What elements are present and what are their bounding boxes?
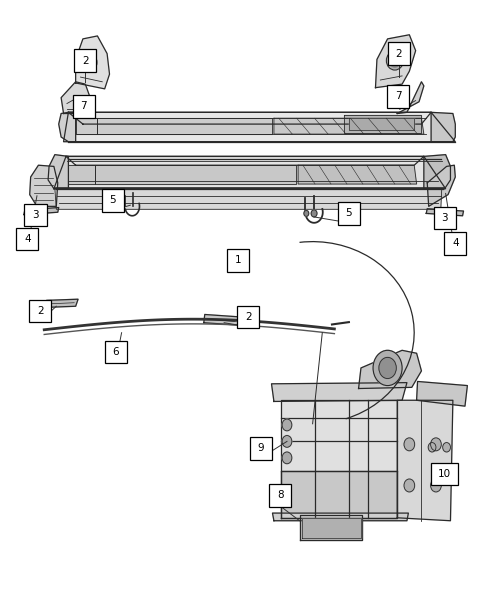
FancyBboxPatch shape <box>102 189 124 211</box>
Polygon shape <box>425 209 463 216</box>
Polygon shape <box>55 188 441 209</box>
Polygon shape <box>375 35 415 88</box>
Polygon shape <box>299 515 362 540</box>
Polygon shape <box>301 518 360 538</box>
Polygon shape <box>271 383 406 402</box>
Polygon shape <box>423 155 450 188</box>
Polygon shape <box>281 471 396 518</box>
Polygon shape <box>298 166 416 184</box>
FancyBboxPatch shape <box>16 227 38 250</box>
FancyBboxPatch shape <box>74 49 96 72</box>
FancyBboxPatch shape <box>24 204 46 226</box>
Ellipse shape <box>389 54 399 67</box>
Polygon shape <box>24 207 59 214</box>
Polygon shape <box>63 112 454 142</box>
Circle shape <box>282 435 291 447</box>
Circle shape <box>303 210 308 216</box>
Text: 7: 7 <box>80 101 87 111</box>
Polygon shape <box>66 157 423 166</box>
Circle shape <box>372 350 401 386</box>
FancyBboxPatch shape <box>433 207 455 229</box>
Polygon shape <box>97 118 271 134</box>
FancyBboxPatch shape <box>269 484 291 507</box>
Polygon shape <box>48 155 68 188</box>
Polygon shape <box>281 401 396 518</box>
Text: 2: 2 <box>394 48 401 58</box>
Circle shape <box>282 419 291 431</box>
Polygon shape <box>54 157 445 188</box>
Text: 5: 5 <box>345 209 351 219</box>
Text: 3: 3 <box>440 213 447 223</box>
Polygon shape <box>396 401 452 521</box>
Text: 2: 2 <box>82 55 89 65</box>
Circle shape <box>442 442 450 452</box>
FancyBboxPatch shape <box>443 232 466 254</box>
FancyBboxPatch shape <box>249 437 272 459</box>
Text: 2: 2 <box>37 306 44 316</box>
Circle shape <box>403 438 414 451</box>
Polygon shape <box>68 112 430 124</box>
Text: 2: 2 <box>244 312 251 322</box>
FancyBboxPatch shape <box>226 249 248 272</box>
Circle shape <box>378 358 395 379</box>
Polygon shape <box>76 118 97 134</box>
Polygon shape <box>61 82 90 114</box>
Text: 1: 1 <box>234 256 241 266</box>
Polygon shape <box>59 112 76 142</box>
Text: 4: 4 <box>24 234 30 244</box>
Polygon shape <box>30 166 58 206</box>
Polygon shape <box>426 166 454 206</box>
Text: 7: 7 <box>394 91 401 101</box>
Circle shape <box>282 452 291 464</box>
Polygon shape <box>44 299 78 307</box>
FancyBboxPatch shape <box>73 95 95 118</box>
FancyBboxPatch shape <box>430 462 457 485</box>
Polygon shape <box>272 513 408 521</box>
Circle shape <box>430 438 440 451</box>
FancyBboxPatch shape <box>337 202 359 224</box>
Polygon shape <box>273 118 423 134</box>
Ellipse shape <box>83 54 97 71</box>
Polygon shape <box>358 350 421 389</box>
Text: 9: 9 <box>257 444 264 454</box>
FancyBboxPatch shape <box>29 300 51 322</box>
Polygon shape <box>68 166 95 184</box>
Text: 8: 8 <box>276 491 283 501</box>
Polygon shape <box>76 36 109 89</box>
Polygon shape <box>203 315 238 325</box>
Polygon shape <box>348 118 413 130</box>
Text: 10: 10 <box>437 469 450 479</box>
Circle shape <box>403 479 414 492</box>
Polygon shape <box>343 115 421 133</box>
Circle shape <box>430 479 440 492</box>
Text: 4: 4 <box>451 239 458 249</box>
Circle shape <box>311 210 317 217</box>
FancyBboxPatch shape <box>105 341 127 363</box>
FancyBboxPatch shape <box>386 85 408 108</box>
FancyBboxPatch shape <box>387 42 409 65</box>
Circle shape <box>427 442 435 452</box>
Polygon shape <box>430 112 454 142</box>
Text: 5: 5 <box>109 196 116 206</box>
FancyBboxPatch shape <box>237 306 259 328</box>
Text: 3: 3 <box>32 210 39 220</box>
Polygon shape <box>95 166 295 184</box>
Polygon shape <box>396 82 423 114</box>
Ellipse shape <box>386 51 403 70</box>
Polygon shape <box>416 382 467 406</box>
Text: 6: 6 <box>112 347 119 357</box>
